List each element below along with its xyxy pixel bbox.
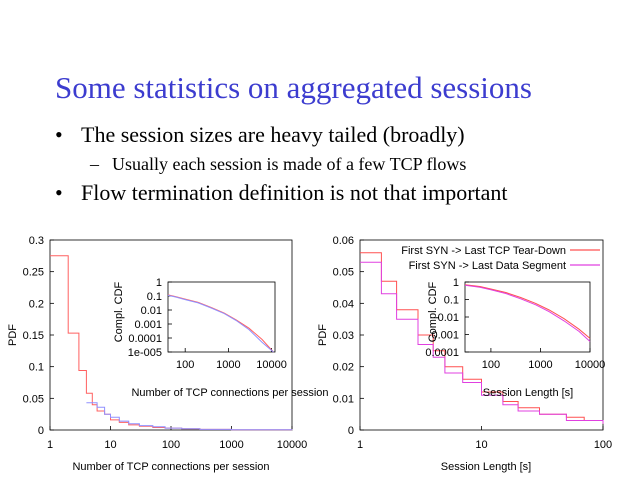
chart1-inset-x-axis-label: Number of TCP connections per session <box>131 387 328 399</box>
chart2-legend: First SYN -> Last TCP Tear-Down First SYN… <box>401 245 600 272</box>
chart2-inset-frame <box>464 281 591 353</box>
chart1-inset-y-axis-label: Compl. CDF <box>113 281 125 342</box>
chart1-inset-series-1 <box>167 294 274 353</box>
chart1-inset-y-tick-label: 1 <box>156 277 162 289</box>
chart2-y-tick-label: 0.05 <box>333 267 354 279</box>
chart2-inset-y-axis-label: Compl. CDF <box>427 281 439 342</box>
chart2-x-tick-label: 100 <box>594 439 612 451</box>
bullet-1-text: The session sizes are heavy tailed (broa… <box>81 122 465 147</box>
chart1-series-2 <box>86 402 293 431</box>
chart2-y-tick-label: 0 <box>348 425 354 437</box>
chart1-inset-series-2 <box>167 294 274 353</box>
chart2-y-tick-label: 0.04 <box>333 298 354 310</box>
chart1-inset-chart: 100 1000 10000 1 0.1 0.01 0.001 0.0001 1e-005 Num… <box>113 277 329 399</box>
chart1-y-tick-label: 0.1 <box>29 362 44 374</box>
chart2-inset-series-1 <box>464 284 591 339</box>
chart2-inset-y-tick-label: 1 <box>453 277 459 289</box>
sub-bullet-1-text: Usually each session is made of a few TC… <box>112 154 467 174</box>
chart2-y-tick-label: 0.02 <box>333 362 354 374</box>
chart1-y-tick-label: 0 <box>38 425 44 437</box>
chart2-series-2 <box>360 261 604 424</box>
chart1-inset-frame <box>167 281 276 353</box>
chart2-inset-x-tick-label: 10000 <box>575 359 606 371</box>
chart2-x-tick-label: 10 <box>475 439 487 451</box>
chart1-y-tick-label: 0.25 <box>23 267 44 279</box>
chart2-legend-label: First SYN -> Last Data Segment <box>409 260 566 272</box>
bullet-1: • The session sizes are heavy tailed (bro… <box>55 122 465 148</box>
chart1-x-tick-label: 100 <box>162 439 180 451</box>
chart1-inset-y-tick-label: 1e-005 <box>128 347 162 359</box>
chart2-y-tick-label: 0.06 <box>333 235 354 247</box>
chart2-inset-x-axis-label: Session Length [s] <box>483 387 574 399</box>
chart2-inset-series-2 <box>464 284 591 342</box>
slide-title: Some statistics on aggregated sessions <box>55 70 532 105</box>
chart2-inset-y-tick-label: 0.01 <box>438 312 459 324</box>
chart1-y-tick-label: 0.3 <box>29 235 44 247</box>
chart2-inset-y-tick-label: 0.0001 <box>425 347 459 359</box>
chart2-x-axis-label: Session Length [s] <box>441 461 532 473</box>
chart1-x-tick-label: 1000 <box>219 439 243 451</box>
chart1-x-tick-label: 10000 <box>277 439 308 451</box>
chart1-y-tick-label: 0.15 <box>23 330 44 342</box>
chart1-x-tick-label: 10 <box>104 439 116 451</box>
chart1-x-tick-label: 1 <box>47 439 53 451</box>
chart1-frame <box>49 239 293 431</box>
chart1-inset-y-tick-label: 0.1 <box>147 291 162 303</box>
chart1-y-tick-label: 0.2 <box>29 298 44 310</box>
chart2-inset-y-tick-label: 0.1 <box>444 295 459 307</box>
chart2-y-tick-label: 0.01 <box>333 393 354 405</box>
chart1-y-axis-label: PDF <box>7 324 19 346</box>
chart2-inset-chart: 100 1000 10000 1 0.1 0.01 0.001 0.0001 Session L… <box>425 277 605 399</box>
chart2-inset-y-tick-label: 0.001 <box>431 330 459 342</box>
chart2-inset-x-tick-label: 1000 <box>528 359 552 371</box>
bullet-2-text: Flow termination definition is not that … <box>81 180 508 205</box>
chart1-inset-y-tick-label: 0.0001 <box>128 333 162 345</box>
chart2-inset-x-tick-label: 100 <box>482 359 500 371</box>
chart2-y-axis-label: PDF <box>317 324 329 346</box>
sub-bullet-1: – Usually each session is made of a few T… <box>90 154 466 175</box>
chart2-y-tick-label: 0.03 <box>333 330 354 342</box>
chart1-inset-y-tick-label: 0.001 <box>134 319 162 331</box>
chart1-y-tick-label: 0.05 <box>23 393 44 405</box>
chart1-inset-y-tick-label: 0.01 <box>141 305 162 317</box>
bullet-marker: • <box>55 122 63 147</box>
chart1-inset-x-tick-label: 10000 <box>256 359 287 371</box>
chart1-chart: 1 10 100 1000 10000 0 0.05 0.1 0.15 0.2 0.25 0.3 Num… <box>7 235 307 473</box>
sub-bullet-marker: – <box>90 154 99 174</box>
chart1-inset-x-tick-label: 100 <box>176 359 194 371</box>
bullet-2: • Flow termination definition is not that… <box>55 180 508 206</box>
chart1-x-axis-label: Number of TCP connections per session <box>72 461 269 473</box>
chart1-inset-x-tick-label: 1000 <box>216 359 240 371</box>
bullet-marker: • <box>55 180 63 205</box>
chart2-legend-label: First SYN -> Last TCP Tear-Down <box>401 245 566 257</box>
chart2-x-tick-label: 1 <box>357 439 363 451</box>
